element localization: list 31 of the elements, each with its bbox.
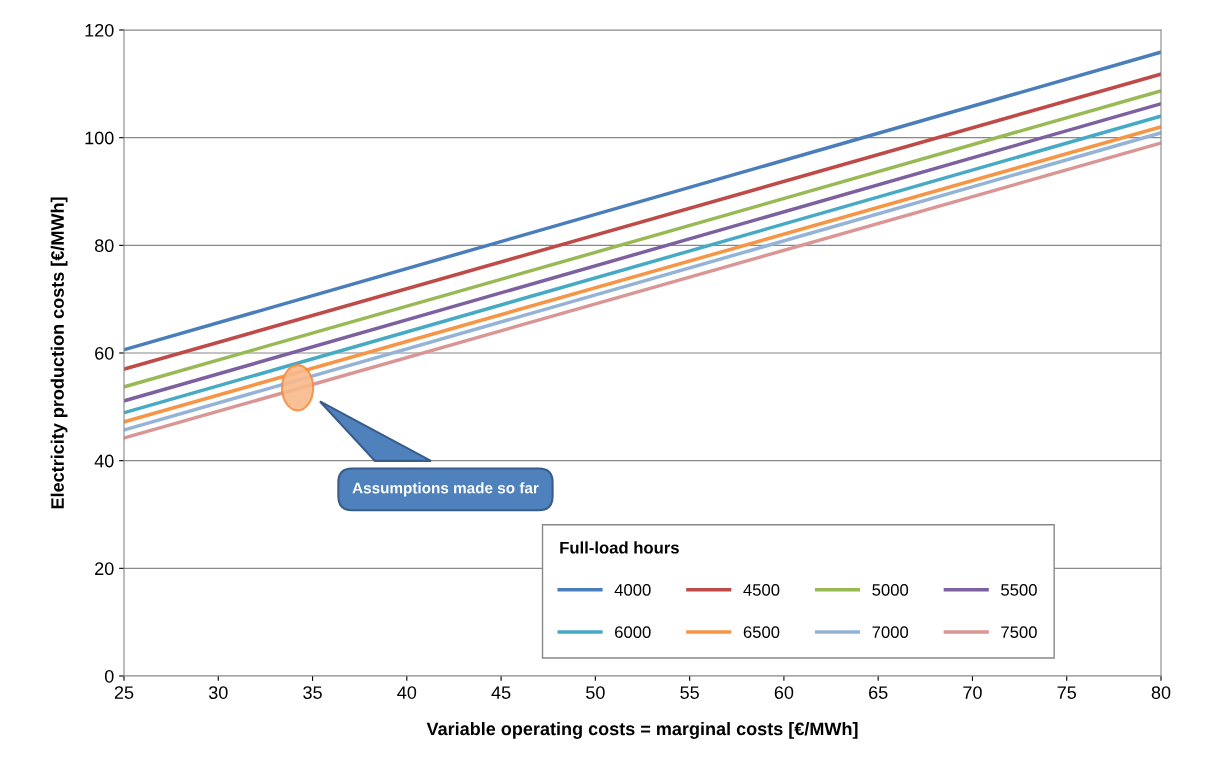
- x-tick-label: 25: [114, 686, 134, 699]
- x-tick-label: 60: [774, 686, 794, 699]
- legend-label: 4000: [614, 584, 651, 596]
- legend-label: 5000: [872, 584, 909, 596]
- annotation: Assumptions made so far: [352, 482, 539, 497]
- legend-label: 5500: [1001, 584, 1037, 596]
- legend-label: 6500: [743, 626, 780, 639]
- x-axis-title: Variable operating costs = marginal costs [€/MWh]: [426, 722, 858, 739]
- x-tick-label: 30: [208, 686, 228, 699]
- legend-label: 4500: [743, 584, 780, 596]
- x-tick-label: 75: [1057, 686, 1077, 699]
- y-tick-label: 80: [94, 239, 114, 253]
- x-tick-label: 65: [869, 686, 888, 699]
- x-tick-label: 80: [1151, 686, 1171, 699]
- x-tick-label: 70: [963, 686, 982, 699]
- x-tick-label: 55: [680, 686, 699, 699]
- x-tick-label: 50: [586, 686, 605, 699]
- x-tick-label: 40: [397, 686, 417, 699]
- legend-label: 6000: [615, 626, 651, 639]
- y-tick-label: 100: [85, 131, 114, 145]
- legend-title: Full-load hours: [560, 541, 679, 554]
- x-tick-label: 35: [303, 686, 322, 699]
- y-tick-label: 20: [95, 562, 114, 576]
- y-tick-label: 0: [104, 669, 114, 683]
- legend-label: 7500: [1001, 626, 1037, 639]
- y-tick-label: 40: [94, 454, 114, 468]
- y-tick-label: 60: [95, 346, 114, 360]
- x-tick-label: 45: [491, 686, 511, 699]
- y-tick-label: 120: [85, 23, 114, 37]
- legend-label: 7000: [872, 626, 909, 639]
- y-axis-title: Electricity production costs [€/MWh]: [50, 197, 68, 509]
